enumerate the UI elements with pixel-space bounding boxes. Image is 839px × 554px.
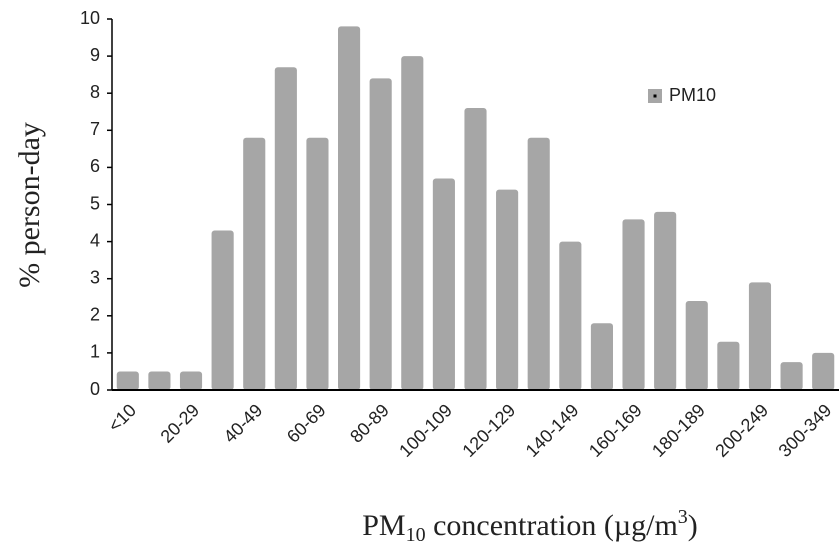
x-tick-label: 200-249 — [711, 400, 772, 461]
legend-label: PM10 — [669, 85, 716, 105]
legend-dot — [653, 94, 657, 98]
y-tick-label: 4 — [90, 230, 100, 250]
bar — [243, 137, 266, 390]
x-tick-label: 300-349 — [775, 400, 836, 461]
x-tick-label: 20-29 — [157, 400, 204, 447]
y-tick-label: 0 — [90, 379, 100, 399]
x-tick-label: <10 — [104, 400, 140, 436]
bar — [338, 26, 361, 390]
y-tick-label: 9 — [90, 45, 100, 65]
bar — [812, 352, 835, 390]
x-tick-label: 180-189 — [648, 400, 709, 461]
bar — [622, 219, 645, 390]
x-tick-label: 160-169 — [585, 400, 646, 461]
bar — [559, 241, 582, 390]
x-label-part: PM — [362, 509, 405, 542]
y-tick-label: 2 — [90, 305, 100, 325]
bar — [306, 137, 329, 390]
bar — [780, 362, 803, 390]
bar — [116, 371, 139, 390]
x-tick-label: 140-149 — [522, 400, 583, 461]
x-label-sub: 10 — [406, 524, 426, 546]
bar — [748, 282, 772, 390]
bar — [496, 189, 519, 390]
x-tick-label: 120-129 — [458, 400, 519, 461]
bar — [369, 78, 392, 391]
bar — [464, 108, 487, 390]
y-axis-label: % person-day — [13, 122, 46, 288]
x-label-part: concentration (µg/m — [426, 509, 678, 542]
bar — [685, 300, 708, 390]
x-axis-label: PM10 concentration (µg/m3) — [362, 506, 698, 546]
bar — [432, 178, 455, 390]
bar — [654, 211, 677, 390]
x-tick-label: 100-109 — [395, 400, 456, 461]
y-tick-label: 8 — [90, 82, 100, 102]
y-tick-label: 6 — [90, 156, 100, 176]
y-tick-label: 7 — [90, 119, 100, 139]
y-tick-label: 3 — [90, 267, 100, 287]
y-tick-label: 5 — [90, 193, 100, 213]
x-tick-label: 60-69 — [283, 400, 330, 447]
bar — [211, 230, 234, 390]
bar — [148, 371, 171, 390]
bar — [274, 67, 297, 390]
y-tick-label: 10 — [80, 8, 100, 28]
bar — [590, 323, 613, 390]
bar — [401, 56, 424, 390]
x-label-sup: 3 — [678, 506, 688, 528]
bar — [527, 137, 550, 390]
x-label-part: ) — [688, 509, 698, 542]
bar — [717, 341, 740, 390]
x-tick-label: 40-49 — [220, 400, 267, 447]
y-tick-label: 1 — [90, 342, 100, 362]
x-tick-label: 80-89 — [346, 400, 393, 447]
bar — [179, 371, 203, 390]
